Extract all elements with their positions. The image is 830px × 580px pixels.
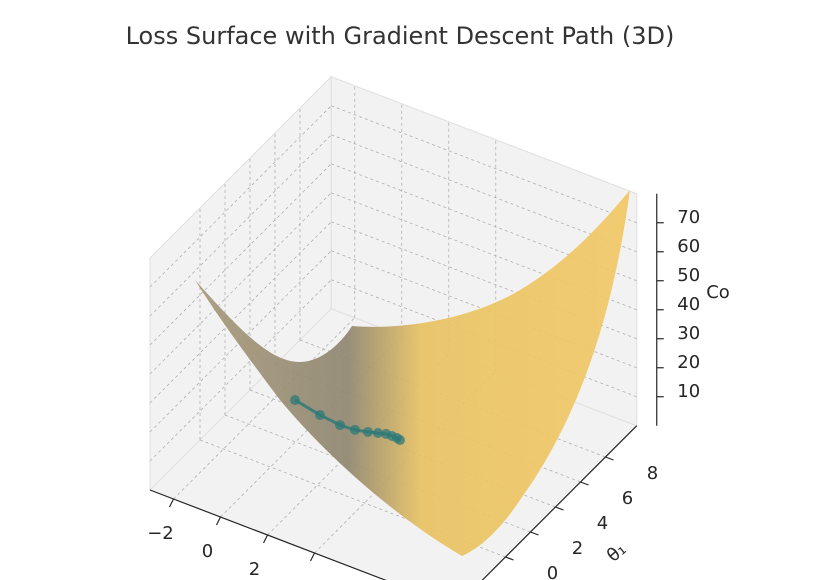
z-tick-label: 30	[677, 323, 700, 344]
y-tick	[530, 531, 539, 536]
y-tick	[580, 481, 589, 486]
grid-line	[331, 105, 637, 224]
descent-point	[314, 409, 325, 420]
grid-line	[149, 163, 332, 346]
z-tick-label: 70	[677, 207, 700, 228]
y-tick-label: 4	[597, 513, 608, 534]
y-axis-label: θ₁	[603, 539, 630, 567]
x-tick	[215, 516, 222, 526]
loss-surface	[195, 190, 630, 556]
y-tick	[505, 556, 514, 561]
chart-title: Loss Surface with Gradient Descent Path …	[126, 22, 675, 50]
x-axis-line	[149, 489, 387, 580]
y-axis-line	[481, 425, 638, 580]
y-tick-label: 2	[572, 538, 583, 559]
descent-point	[349, 424, 360, 435]
grid-line	[331, 134, 637, 253]
y-tick-label: 6	[622, 488, 633, 509]
grid-line	[149, 105, 332, 288]
axes: −20240246810203040506070	[147, 193, 700, 580]
path-marks	[290, 395, 405, 446]
y-tick-label: 0	[547, 563, 558, 580]
x-tick	[168, 498, 175, 508]
grid-line	[149, 192, 332, 375]
descent-point	[362, 426, 373, 437]
descent-point	[394, 435, 405, 446]
grid-line	[149, 221, 332, 404]
z-tick-label: 60	[677, 236, 700, 257]
grid-line	[149, 134, 332, 317]
z-tick-label: 10	[677, 381, 700, 402]
y-tick-label: 8	[647, 463, 658, 484]
z-tick-label: 50	[677, 265, 700, 286]
y-tick	[555, 506, 564, 511]
x-tick-label: 4	[296, 577, 307, 580]
x-tick-label: −2	[147, 523, 174, 544]
x-tick-label: 0	[202, 541, 213, 562]
z-axis-label: Co	[706, 282, 730, 303]
x-tick	[309, 552, 316, 562]
descent-point	[334, 420, 345, 431]
z-tick-label: 20	[677, 352, 700, 373]
y-tick	[605, 456, 614, 461]
z-tick-label: 40	[677, 294, 700, 315]
x-tick-label: 2	[249, 559, 260, 580]
descent-point	[290, 395, 301, 406]
descent-point	[372, 427, 383, 438]
x-tick	[262, 534, 269, 544]
grid-line	[173, 317, 356, 500]
grid-line	[149, 279, 332, 462]
